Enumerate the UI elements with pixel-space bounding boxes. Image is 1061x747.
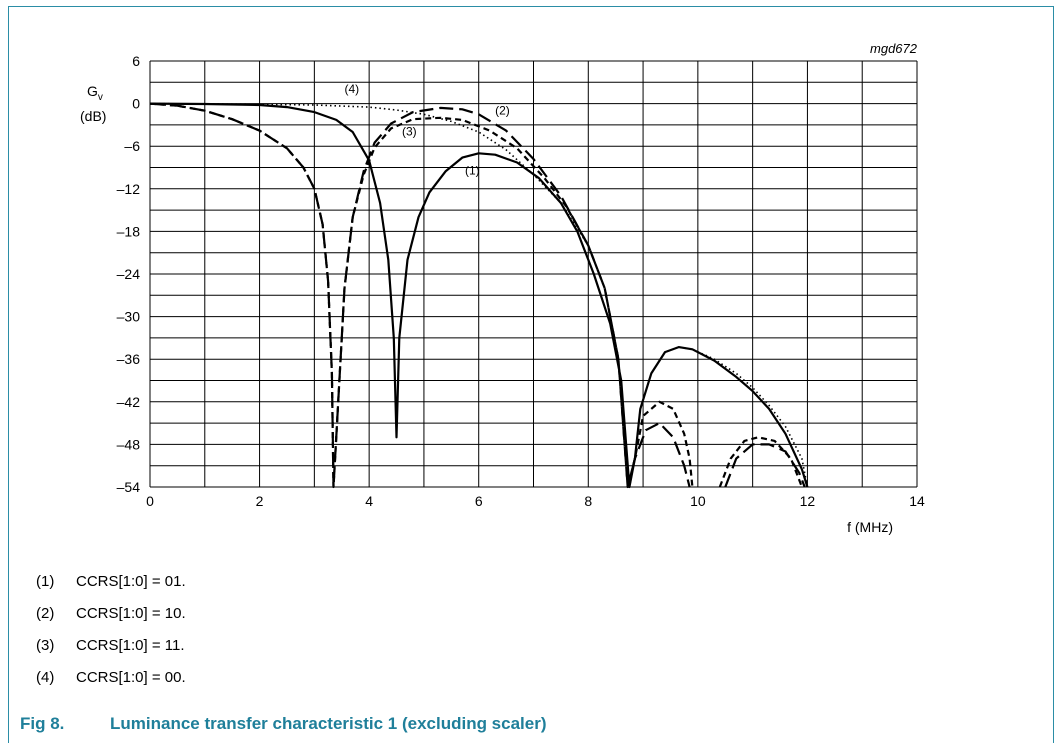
note-number: (1) bbox=[36, 573, 55, 590]
x-tick-label: 8 bbox=[584, 493, 592, 509]
note-text: CCRS[1:0] = 01. bbox=[76, 573, 186, 590]
chart-grid bbox=[149, 60, 918, 488]
x-tick-label: 14 bbox=[909, 493, 925, 509]
x-tick-label: 0 bbox=[146, 493, 154, 509]
y-axis-label-main: G bbox=[87, 83, 98, 99]
note-number: (2) bbox=[36, 605, 55, 622]
series-line bbox=[724, 443, 806, 488]
note-text: CCRS[1:0] = 11. bbox=[76, 637, 185, 654]
x-tick-label: 4 bbox=[365, 493, 373, 509]
note-item: (3) CCRS[1:0] = 11. bbox=[36, 633, 186, 665]
chart-series bbox=[149, 102, 809, 489]
note-number: (3) bbox=[36, 637, 55, 654]
note-number: (4) bbox=[36, 669, 55, 686]
y-tick-label: –12 bbox=[117, 181, 141, 197]
y-tick-label: 6 bbox=[132, 53, 140, 69]
y-axis-label-sub: v bbox=[98, 92, 103, 103]
figure-frame bbox=[8, 6, 1054, 743]
chart-tick-labels: 0 2 4 6 8 10 12 14 6 0 –6 –12 –18 –24 –30 –36 –42 –48 –54 bbox=[117, 53, 925, 509]
chart: 0 2 4 6 8 10 12 1460–6–12–18–24–30–36–42–48–54 … bbox=[80, 41, 925, 535]
y-tick-label: –48 bbox=[117, 436, 141, 452]
y-tick-label: –30 bbox=[117, 309, 141, 325]
y-tick-label: 0 bbox=[132, 96, 140, 112]
y-tick-label: –6 bbox=[124, 138, 140, 154]
y-tick-label: –18 bbox=[117, 223, 141, 239]
x-tick-label: 12 bbox=[800, 493, 816, 509]
x-tick-label: 10 bbox=[690, 493, 706, 509]
series-label: (1) bbox=[465, 164, 480, 178]
x-tick-label: 2 bbox=[256, 493, 264, 509]
note-item: (4) CCRS[1:0] = 00. bbox=[36, 665, 186, 697]
chart-id-label: mgd672 bbox=[870, 41, 918, 56]
series-line bbox=[149, 102, 809, 489]
y-axis-unit: (dB) bbox=[80, 108, 106, 124]
x-axis-label: f (MHz) bbox=[847, 519, 893, 535]
series-labels: (1) (2) (3) (4) bbox=[344, 82, 509, 178]
notes-list: (1) CCRS[1:0] = 01. (2) CCRS[1:0] = 10. (3) C… bbox=[36, 569, 186, 697]
y-tick-label: –36 bbox=[117, 351, 141, 367]
note-text: CCRS[1:0] = 00. bbox=[76, 669, 186, 686]
y-tick-label: –42 bbox=[117, 394, 141, 410]
figure-title: Luminance transfer characteristic 1 (exc… bbox=[110, 714, 547, 733]
figure-caption: Fig 8. Luminance transfer characteristic … bbox=[20, 714, 547, 734]
series-label: (2) bbox=[495, 103, 510, 117]
series-label: (3) bbox=[402, 125, 417, 139]
y-axis-label: Gv bbox=[87, 83, 103, 103]
note-text: CCRS[1:0] = 10. bbox=[76, 605, 186, 622]
figure-number: Fig 8. bbox=[20, 714, 65, 733]
y-tick-label: –24 bbox=[117, 266, 141, 282]
note-item: (1) CCRS[1:0] = 01. bbox=[36, 569, 186, 601]
x-tick-label: 6 bbox=[475, 493, 483, 509]
y-tick-label: –54 bbox=[117, 479, 141, 495]
series-label: (4) bbox=[344, 82, 359, 96]
note-item: (2) CCRS[1:0] = 10. bbox=[36, 601, 186, 633]
series-line bbox=[718, 436, 803, 488]
